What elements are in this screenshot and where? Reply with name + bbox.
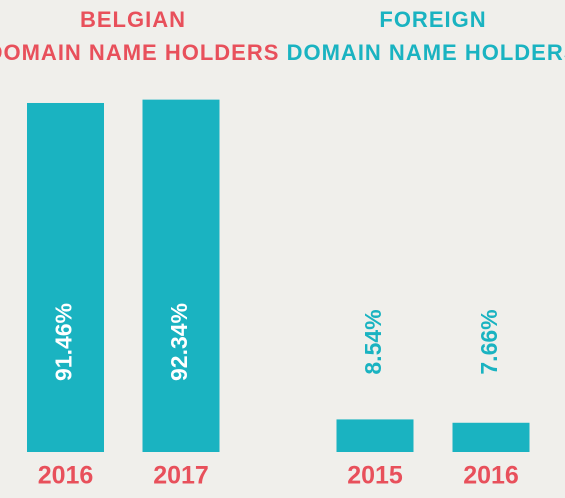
value-label: 92.34% xyxy=(166,303,192,381)
bar xyxy=(336,419,414,452)
value-label: 8.54% xyxy=(360,309,386,374)
value-label: 7.66% xyxy=(476,309,502,374)
bar xyxy=(27,102,104,452)
x-tick-label: 2016 xyxy=(463,462,519,490)
x-tick-label: 2016 xyxy=(38,462,94,490)
chart-title: DOMAIN NAME HOLDERS xyxy=(287,40,565,65)
x-tick-label: 2017 xyxy=(153,462,209,490)
bar xyxy=(452,422,530,452)
bar xyxy=(142,99,220,453)
chart-title: FOREIGN xyxy=(379,7,486,32)
chart-title: DOMAIN NAME HOLDERS xyxy=(0,40,279,65)
x-tick-label: 2015 xyxy=(347,462,403,490)
chart-title: BELGIAN xyxy=(80,7,186,32)
value-label: 91.46% xyxy=(51,303,77,381)
